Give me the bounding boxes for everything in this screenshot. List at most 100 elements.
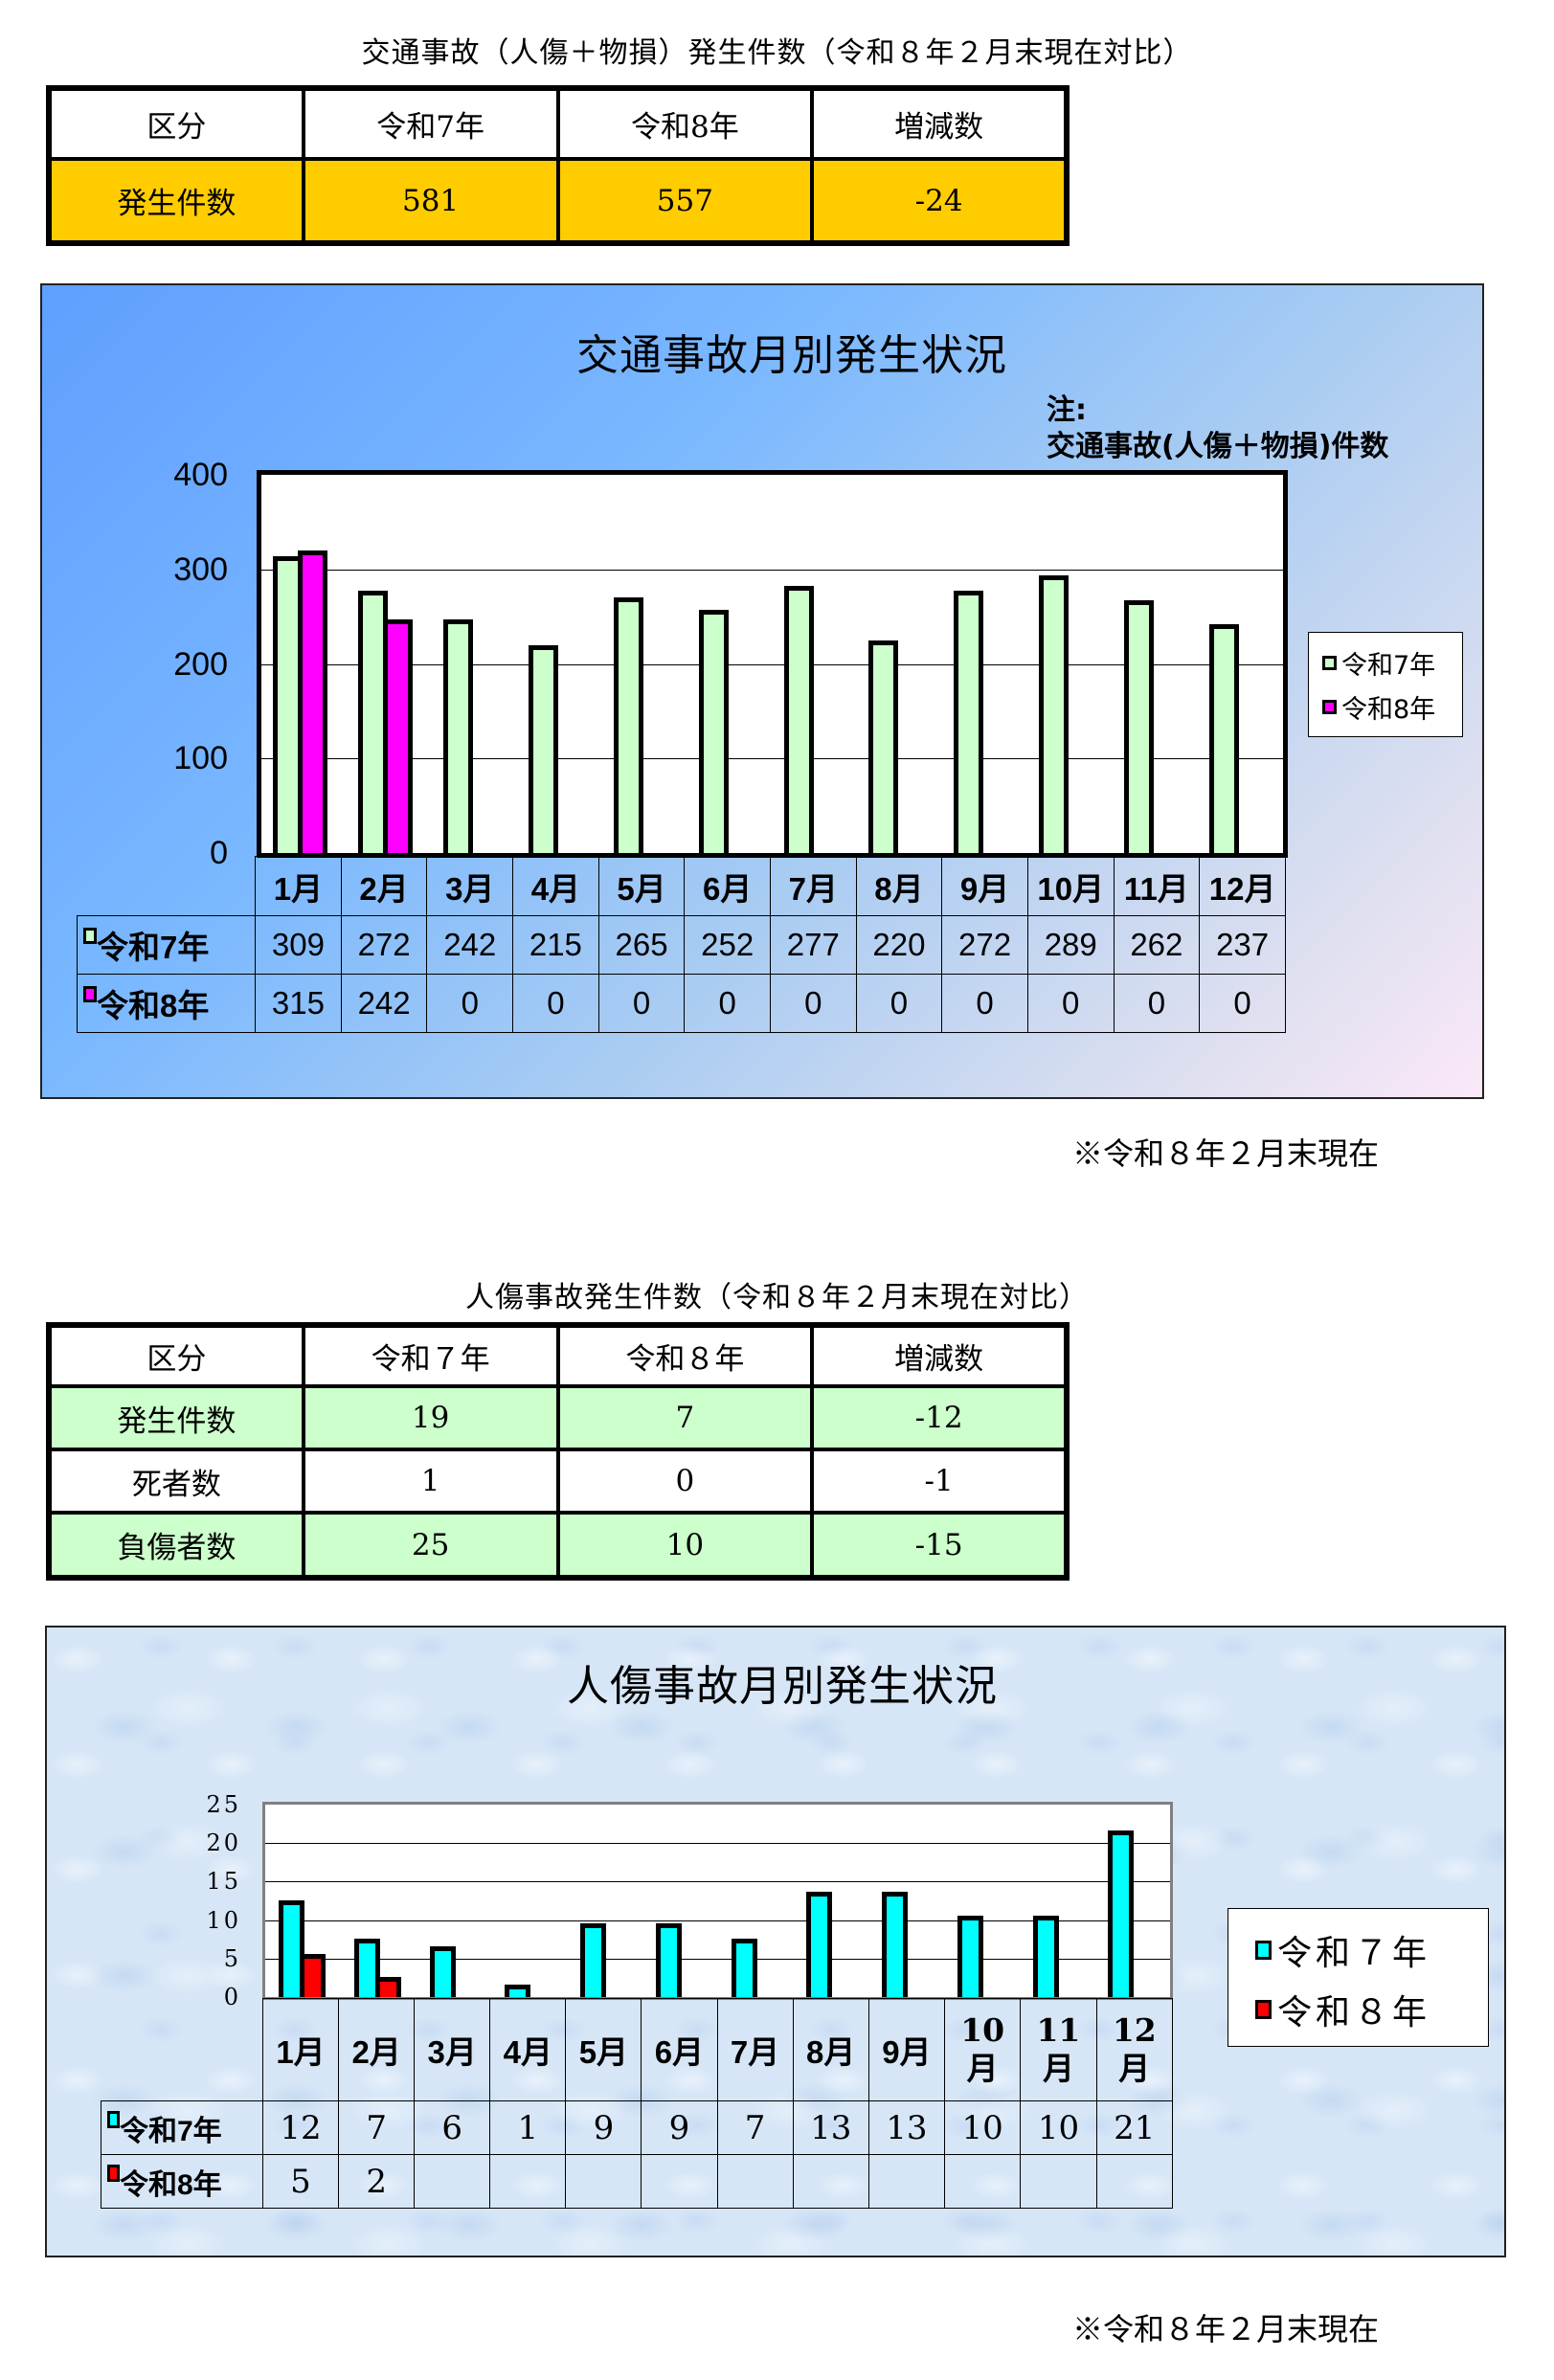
month-header: 11 月 xyxy=(1020,1998,1097,2101)
row-label: 死者数 xyxy=(47,1448,305,1516)
table-swatch-r7-icon xyxy=(83,928,97,944)
data-cell: 272 xyxy=(941,915,1028,975)
data-cell: 309 xyxy=(255,915,342,975)
table-header-row: 区分 令和7年 令和8年 増減数 xyxy=(47,86,1069,161)
row-label: 発生件数 xyxy=(47,1383,305,1452)
chart2-plot-area xyxy=(262,1802,1173,2000)
data-cell xyxy=(1020,2154,1097,2209)
bar-r7-1 xyxy=(273,555,303,853)
data-cell: 242 xyxy=(340,974,428,1033)
series-name-r7: 令和7年 xyxy=(97,930,210,965)
table-row: 死者数 1 0 -1 xyxy=(47,1448,1069,1516)
data-cell: 9 xyxy=(565,2100,642,2155)
bar-r7-10 xyxy=(957,1915,983,1997)
legend-item-r8: 令和８年 xyxy=(1255,1980,1488,2039)
month-header: 12 月 xyxy=(1095,1998,1174,2101)
series-name-r8: 令和8年 xyxy=(120,2168,222,2201)
bar-r7-5 xyxy=(613,597,643,853)
header-category: 区分 xyxy=(47,1323,305,1388)
cell-diff: -12 xyxy=(810,1383,1069,1452)
month-header: 11月 xyxy=(1113,856,1201,916)
gridline xyxy=(265,1920,1170,1921)
cell-r7: 25 xyxy=(301,1511,560,1580)
data-cell: 2 xyxy=(338,2154,416,2209)
data-cell: 0 xyxy=(941,974,1028,1033)
legend-label-r8: 令和８年 xyxy=(1277,1993,1431,2032)
data-cell xyxy=(944,2154,1022,2209)
y-tick-label: 200 xyxy=(173,645,228,683)
data-cell: 0 xyxy=(1026,974,1115,1033)
legend-swatch-r8-icon xyxy=(1255,2000,1272,2019)
cell-diff: -1 xyxy=(810,1448,1069,1516)
bar-r7-11 xyxy=(1124,600,1155,853)
legend-label-r7: 令和7年 xyxy=(1341,650,1436,681)
data-cell: 9 xyxy=(641,2100,718,2155)
chart1-data-table: 1月 2月 3月 4月 5月 6月 7月 8月 9月 10月 11月 12月 令和7年 309 272 2… xyxy=(76,856,1286,1033)
data-cell: 0 xyxy=(1113,974,1201,1033)
table-row: 発生件数 581 557 -24 xyxy=(47,157,1069,245)
cell-r7: 1 xyxy=(301,1448,560,1516)
table-header-row: 区分 令和７年 令和８年 増減数 xyxy=(47,1323,1069,1388)
data-cell: 265 xyxy=(597,915,686,975)
data-cell xyxy=(792,2154,869,2209)
chart1-legend: 令和7年 令和8年 xyxy=(1308,632,1463,737)
data-cell: 0 xyxy=(855,974,943,1033)
cell-diff: -15 xyxy=(810,1511,1069,1580)
data-cell: 237 xyxy=(1199,915,1286,975)
month-header: 1月 xyxy=(255,856,342,916)
cell-r7: 19 xyxy=(301,1383,560,1452)
series-label-r7: 令和7年 xyxy=(101,2100,263,2155)
data-cell: 7 xyxy=(716,2100,794,2155)
table-swatch-r8-icon xyxy=(83,986,97,1002)
gridline xyxy=(265,1843,1170,1845)
month-header: 6月 xyxy=(641,1998,718,2101)
table-swatch-r8-icon xyxy=(107,2164,120,2182)
bar-r7-3 xyxy=(442,619,473,853)
month-header: 9月 xyxy=(941,856,1028,916)
data-cell: 272 xyxy=(340,915,428,975)
month-header: 12月 xyxy=(1199,856,1286,916)
month-header: 5月 xyxy=(565,1998,642,2101)
data-cell: 6 xyxy=(414,2100,491,2155)
bar-r7-8 xyxy=(806,1892,833,1997)
header-r8: 令和8年 xyxy=(555,86,815,161)
month-header: 3月 xyxy=(414,1998,491,2101)
gridline xyxy=(261,758,1283,760)
y-tick-label: 0 xyxy=(223,1984,241,2010)
data-cell: 1 xyxy=(489,2100,567,2155)
data-cell: 242 xyxy=(426,915,514,975)
chart2-legend: 令和７年 令和８年 xyxy=(1227,1908,1489,2047)
data-cell: 289 xyxy=(1026,915,1115,975)
y-tick-label: 5 xyxy=(223,1944,241,1972)
data-cell: 0 xyxy=(512,974,599,1033)
chart1-note-line2: 交通事故(人傷＋物損)件数 xyxy=(1047,430,1389,463)
data-cell: 0 xyxy=(597,974,686,1033)
legend-item-r7: 令和７年 xyxy=(1255,1920,1488,1980)
bar-r7-12 xyxy=(1108,1830,1135,1997)
header-category: 区分 xyxy=(47,86,305,161)
bar-r7-4 xyxy=(505,1984,531,1997)
data-cell: 10 xyxy=(1020,2100,1097,2155)
legend-swatch-r7-icon xyxy=(1255,1941,1272,1960)
bar-r8-2 xyxy=(382,619,413,853)
data-cell xyxy=(641,2154,718,2209)
bar-r8-1 xyxy=(298,550,327,853)
y-tick-label: 0 xyxy=(210,835,228,871)
bar-r7-8 xyxy=(868,640,899,853)
bar-r7-6 xyxy=(698,610,729,853)
chart1-note-line1: 注: xyxy=(1047,393,1087,427)
series-label-r7: 令和7年 xyxy=(76,915,257,975)
month-header: 7月 xyxy=(716,1998,794,2101)
y-tick-label: 15 xyxy=(206,1868,241,1896)
y-tick-label: 300 xyxy=(173,550,228,588)
legend-swatch-r7-icon xyxy=(1322,655,1337,670)
data-cell: 10 xyxy=(944,2100,1022,2155)
bar-r7-12 xyxy=(1209,623,1240,853)
header-diff: 増減数 xyxy=(810,1323,1069,1388)
data-cell xyxy=(716,2154,794,2209)
month-header: 2月 xyxy=(338,1998,416,2101)
header-diff: 増減数 xyxy=(810,86,1069,161)
series-row-r8: 令和8年 315 242 0 0 0 0 0 0 0 0 0 0 xyxy=(76,974,1286,1033)
data-cell: 21 xyxy=(1095,2100,1174,2155)
